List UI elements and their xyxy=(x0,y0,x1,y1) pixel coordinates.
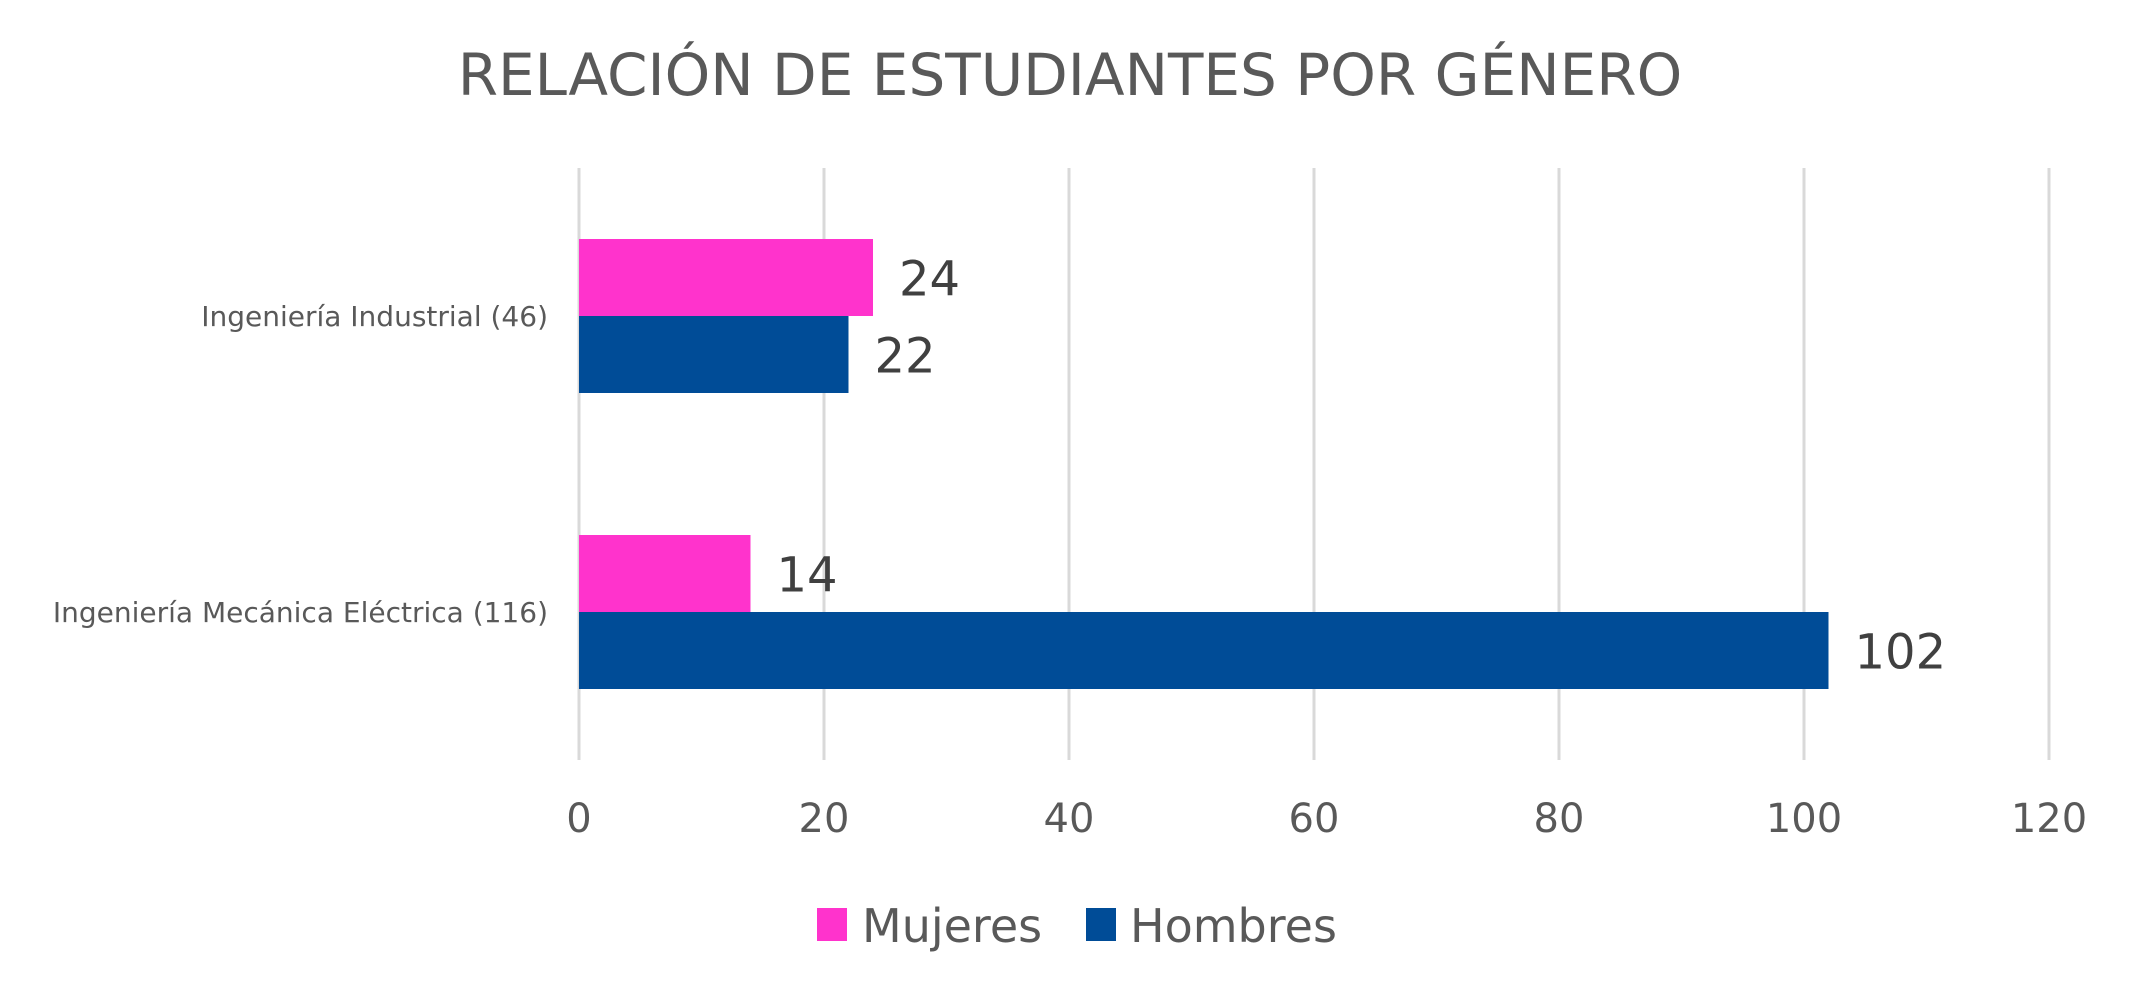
legend: Mujeres Hombres xyxy=(817,899,1337,953)
x-tick-label: 0 xyxy=(566,796,591,842)
legend-swatch-mujeres xyxy=(817,908,847,941)
data-label: 14 xyxy=(777,548,838,604)
legend-label-mujeres: Mujeres xyxy=(862,899,1042,953)
bar-mujeres xyxy=(579,239,873,316)
x-tick-label: 20 xyxy=(799,796,850,842)
x-tick-label: 100 xyxy=(1766,796,1842,842)
data-labels: 24 22 14 102 xyxy=(777,252,1947,681)
x-tick-label: 40 xyxy=(1044,796,1095,842)
data-label: 102 xyxy=(1855,625,1947,681)
data-label: 24 xyxy=(899,252,960,308)
category-labels: Ingeniería Industrial (46) Ingeniería Mec… xyxy=(53,300,548,629)
category-label: Ingeniería Industrial (46) xyxy=(201,300,548,333)
category-label: Ingeniería Mecánica Eléctrica (116) xyxy=(53,596,548,629)
x-tick-label: 60 xyxy=(1289,796,1340,842)
legend-label-hombres: Hombres xyxy=(1130,899,1337,953)
x-tick-label: 80 xyxy=(1534,796,1585,842)
legend-swatch-hombres xyxy=(1086,908,1116,941)
x-axis-tick-labels: 0 20 40 60 80 100 120 xyxy=(566,796,2087,842)
bar-mujeres xyxy=(579,535,751,612)
x-tick-label: 120 xyxy=(2011,796,2087,842)
data-label: 22 xyxy=(875,329,936,385)
chart-title: RELACIÓN DE ESTUDIANTES POR GÉNERO xyxy=(458,40,1683,109)
bars xyxy=(579,239,1829,689)
bar-hombres xyxy=(579,316,849,393)
bar-hombres xyxy=(579,612,1829,689)
